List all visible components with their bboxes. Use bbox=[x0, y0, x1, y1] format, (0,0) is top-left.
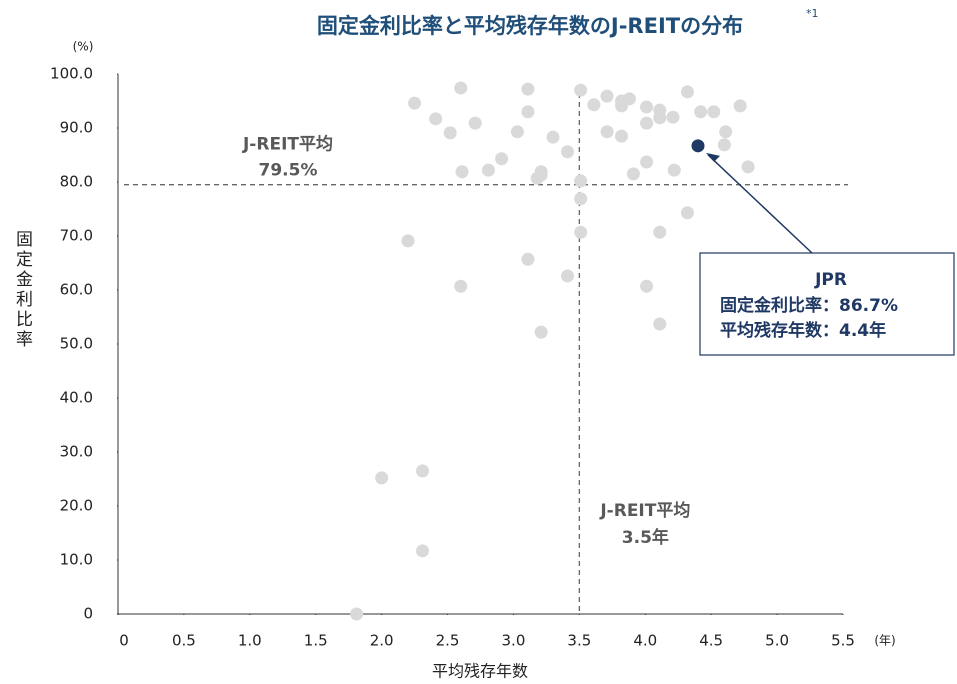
y-unit: (%) bbox=[73, 40, 94, 54]
y-tick-label: 20.0 bbox=[60, 497, 93, 515]
annotation-text: 固定金利比率：86.7% bbox=[720, 295, 898, 316]
y-tick-label: 100.0 bbox=[50, 65, 93, 83]
point bbox=[640, 100, 654, 114]
arrow-head bbox=[706, 152, 720, 162]
point bbox=[454, 279, 468, 293]
y-tick-label: 60.0 bbox=[60, 281, 93, 299]
point bbox=[680, 206, 694, 220]
y-tick-label: 80.0 bbox=[60, 173, 93, 191]
point bbox=[574, 225, 588, 239]
point bbox=[495, 152, 509, 166]
point bbox=[416, 464, 429, 478]
point bbox=[615, 99, 629, 113]
point bbox=[468, 116, 482, 130]
y-tick-label: 50.0 bbox=[60, 335, 93, 353]
point bbox=[733, 99, 747, 113]
x-unit: (年) bbox=[874, 634, 895, 648]
point bbox=[574, 83, 588, 97]
point bbox=[653, 111, 667, 125]
point bbox=[454, 81, 468, 95]
point bbox=[521, 252, 535, 266]
point bbox=[615, 129, 629, 143]
chart-title: 固定金利比率と平均残存年数のJ-REITの分布 bbox=[317, 14, 743, 38]
point bbox=[455, 165, 469, 179]
y-tick-label: 90.0 bbox=[60, 119, 93, 137]
point bbox=[653, 317, 667, 331]
annotation-text: 平均残存年数：4.4年 bbox=[720, 320, 886, 341]
annotation-arrow bbox=[707, 154, 813, 254]
point bbox=[561, 145, 574, 159]
title-note: *1 bbox=[806, 7, 819, 20]
reference-value: 79.5% bbox=[259, 161, 318, 181]
point bbox=[741, 160, 755, 174]
point bbox=[667, 163, 681, 177]
x-tick-label: 4.5 bbox=[699, 632, 723, 650]
point bbox=[534, 325, 548, 339]
annotation-box bbox=[699, 252, 955, 356]
x-tick-label: 3.5 bbox=[567, 632, 591, 650]
point bbox=[653, 225, 667, 239]
annotation-title: JPR bbox=[814, 270, 847, 290]
y-tick-label: 30.0 bbox=[60, 443, 93, 461]
y-tick-label: 40.0 bbox=[60, 389, 93, 407]
y-axis-label: 固定金利比率 bbox=[12, 230, 33, 350]
point bbox=[408, 96, 422, 110]
point bbox=[521, 105, 535, 119]
point bbox=[546, 130, 560, 144]
x-tick-label: 0.5 bbox=[172, 632, 196, 650]
reference-label: J-REIT平均 bbox=[599, 500, 690, 521]
y-tick-label: 70.0 bbox=[60, 227, 93, 245]
point bbox=[691, 139, 705, 153]
point bbox=[587, 98, 601, 112]
reference-value: 3.5年 bbox=[622, 527, 669, 548]
point bbox=[640, 116, 654, 130]
x-tick-label: 5.5 bbox=[831, 632, 855, 650]
point bbox=[574, 192, 588, 206]
point bbox=[510, 125, 524, 139]
point bbox=[707, 105, 721, 119]
point bbox=[429, 112, 443, 126]
y-tick-label: 0 bbox=[83, 605, 93, 623]
x-tick-label: 0 bbox=[119, 632, 129, 650]
x-axis-label: 平均残存年数 bbox=[432, 662, 528, 681]
y-tick-label: 10.0 bbox=[60, 551, 93, 569]
point bbox=[416, 544, 429, 558]
x-tick-label: 2.5 bbox=[436, 632, 460, 650]
point bbox=[717, 138, 731, 152]
point bbox=[694, 105, 708, 119]
x-tick-label: 3.0 bbox=[502, 632, 526, 650]
point bbox=[521, 82, 535, 96]
point bbox=[600, 125, 614, 139]
point bbox=[350, 607, 364, 621]
point bbox=[443, 126, 457, 140]
point bbox=[561, 269, 574, 283]
point bbox=[626, 167, 640, 181]
point bbox=[481, 163, 495, 177]
point bbox=[401, 234, 415, 248]
x-tick-label: 4.0 bbox=[633, 632, 657, 650]
point bbox=[574, 174, 588, 188]
reference-label: J-REIT平均 bbox=[242, 134, 333, 155]
x-tick-label: 2.0 bbox=[370, 632, 394, 650]
point bbox=[640, 155, 654, 169]
point bbox=[534, 168, 548, 182]
point bbox=[719, 125, 733, 139]
point bbox=[680, 85, 694, 99]
x-tick-label: 1.0 bbox=[238, 632, 262, 650]
point bbox=[666, 110, 680, 124]
point bbox=[600, 89, 614, 103]
x-tick-label: 5.0 bbox=[765, 632, 789, 650]
x-tick-label: 1.5 bbox=[304, 632, 328, 650]
point bbox=[640, 279, 654, 293]
point bbox=[375, 471, 389, 485]
